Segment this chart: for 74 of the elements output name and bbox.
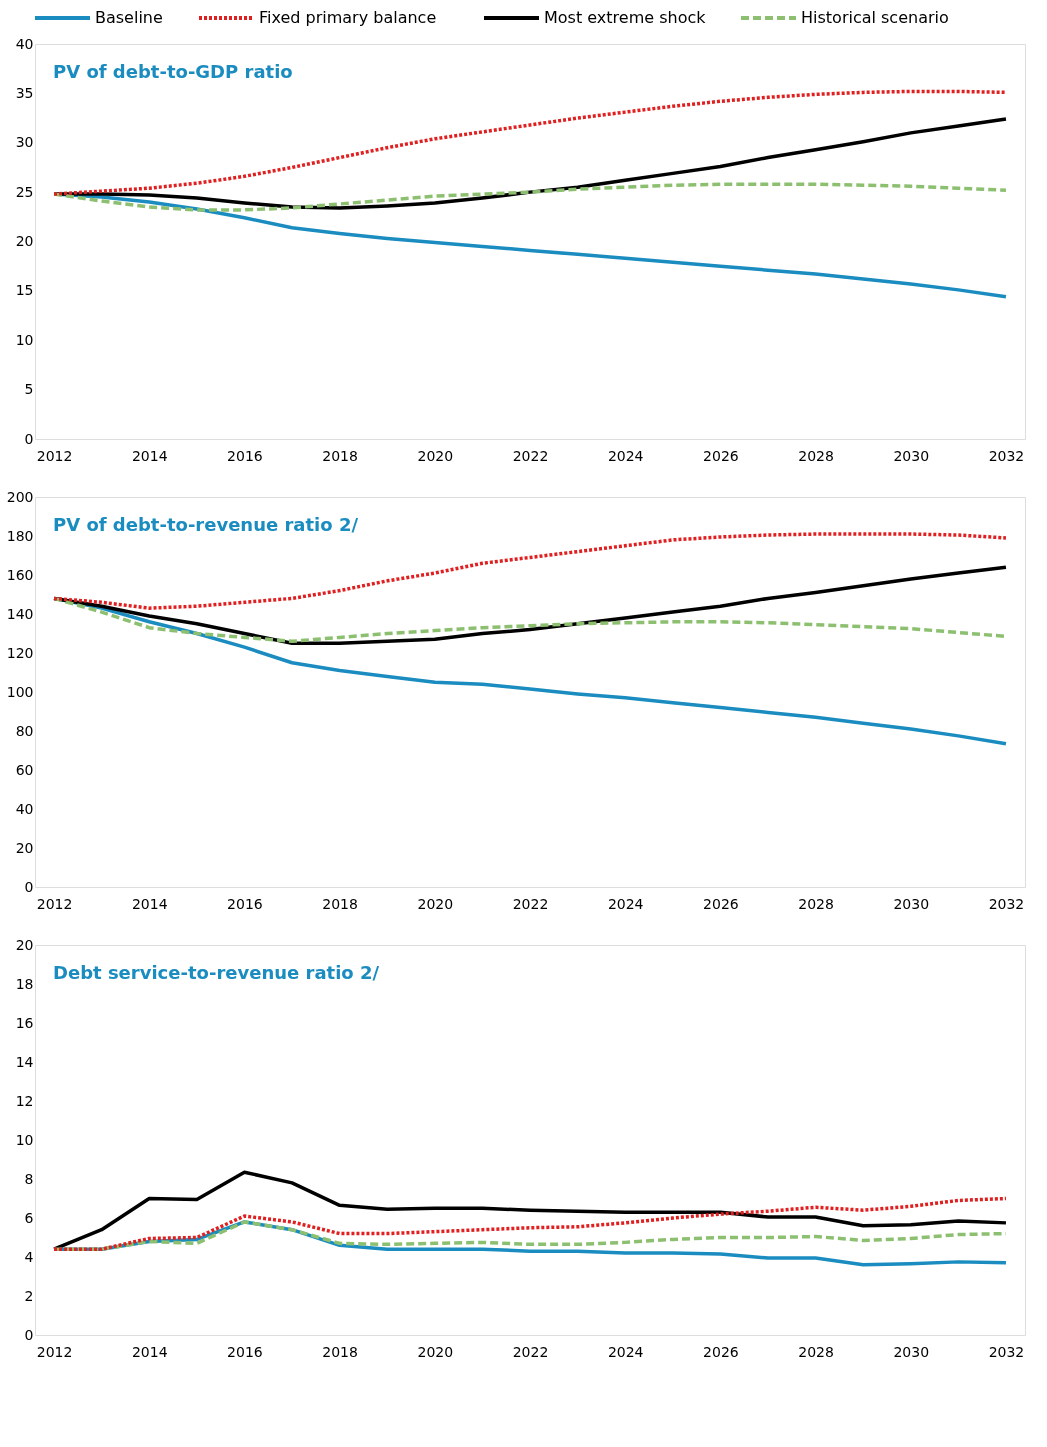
y-tick-label: 120	[6, 644, 34, 661]
x-tick-label: 2028	[798, 1343, 834, 1360]
x-tick-label: 2024	[607, 1343, 644, 1360]
x-tick-label: 2020	[417, 1343, 454, 1360]
text: PV of debt-to-GDP ratio	[53, 61, 293, 82]
x-tick-label: 2028	[798, 447, 834, 464]
x-tick-label: 2014	[131, 447, 168, 464]
x-tick-label: 2018	[322, 1343, 358, 1360]
x-tick-label: 2022	[512, 1343, 549, 1360]
y-tick-label: 40	[15, 35, 34, 52]
legend-label: Baseline	[95, 8, 163, 27]
line-series	[52, 1196, 1008, 1251]
x-tick-label: 2026	[703, 895, 739, 912]
y-tick-label: 180	[6, 527, 34, 544]
line-series	[52, 89, 1008, 196]
text: PV of debt-to-revenue ratio 2/	[53, 514, 359, 535]
x-tick-label: 2022	[512, 447, 549, 464]
x-tick-label: 2020	[417, 447, 454, 464]
x-tick-label: 2030	[893, 895, 930, 912]
legend-label: Fixed primary balance	[259, 8, 437, 27]
x-tick-label: 2032	[988, 895, 1025, 912]
x-tick-label: 2030	[893, 1343, 930, 1360]
y-tick-label: 10	[15, 331, 34, 348]
x-tick-label: 2012	[36, 447, 73, 464]
x-tick-label: 2028	[798, 895, 834, 912]
y-tick-label: 140	[6, 605, 34, 622]
y-tick-label: 0	[24, 430, 34, 447]
text: Debt service-to-revenue ratio 2/	[53, 962, 380, 983]
y-tick-label: 16	[15, 1014, 34, 1031]
y-tick-label: 10	[15, 1131, 34, 1148]
x-tick-label: 2012	[36, 895, 73, 912]
y-tick-label: 25	[15, 183, 34, 200]
y-tick-label: 20	[15, 233, 34, 249]
y-tick-label: 100	[6, 683, 34, 700]
x-tick-label: 2018	[322, 447, 358, 464]
x-tick-label: 2020	[417, 895, 454, 912]
y-tick-label: 0	[24, 878, 34, 895]
x-tick-label: 2016	[227, 895, 263, 912]
x-tick-label: 2024	[607, 895, 644, 912]
x-tick-label: 2026	[703, 1343, 739, 1360]
y-tick-label: 20	[15, 839, 34, 856]
y-tick-label: 35	[15, 84, 34, 101]
y-tick-label: 80	[15, 722, 34, 739]
x-tick-label: 2026	[703, 447, 739, 464]
x-tick-label: 2016	[227, 1343, 263, 1360]
x-tick-label: 2032	[988, 1343, 1025, 1360]
y-tick-label: 8	[24, 1170, 34, 1187]
x-tick-label: 2022	[512, 895, 549, 912]
y-tick-label: 18	[15, 975, 34, 992]
y-tick-label: 4	[24, 1248, 34, 1265]
x-tick-label: 2018	[322, 895, 358, 912]
line-series	[52, 532, 1008, 610]
x-tick-label: 2024	[607, 447, 644, 464]
x-tick-label: 2012	[36, 1343, 73, 1360]
y-tick-label: 0	[24, 1326, 34, 1343]
x-tick-label: 2014	[131, 1343, 168, 1360]
y-tick-label: 20	[15, 936, 34, 953]
y-tick-label: 200	[6, 488, 34, 505]
y-tick-label: 14	[15, 1053, 34, 1070]
y-tick-label: 40	[15, 800, 34, 817]
x-tick-label: 2032	[988, 447, 1025, 464]
y-tick-label: 60	[15, 761, 34, 778]
y-tick-label: 5	[24, 381, 34, 398]
x-tick-label: 2014	[131, 895, 168, 912]
y-tick-label: 30	[15, 134, 34, 151]
legend-label: Most extreme shock	[544, 8, 707, 27]
y-tick-label: 15	[15, 282, 34, 299]
y-tick-label: 6	[24, 1209, 34, 1226]
legend-label: Historical scenario	[801, 8, 949, 27]
x-tick-label: 2016	[227, 447, 263, 464]
x-tick-label: 2030	[893, 447, 930, 464]
y-tick-label: 160	[6, 566, 34, 583]
y-tick-label: 2	[24, 1287, 34, 1304]
y-tick-label: 12	[15, 1092, 34, 1109]
